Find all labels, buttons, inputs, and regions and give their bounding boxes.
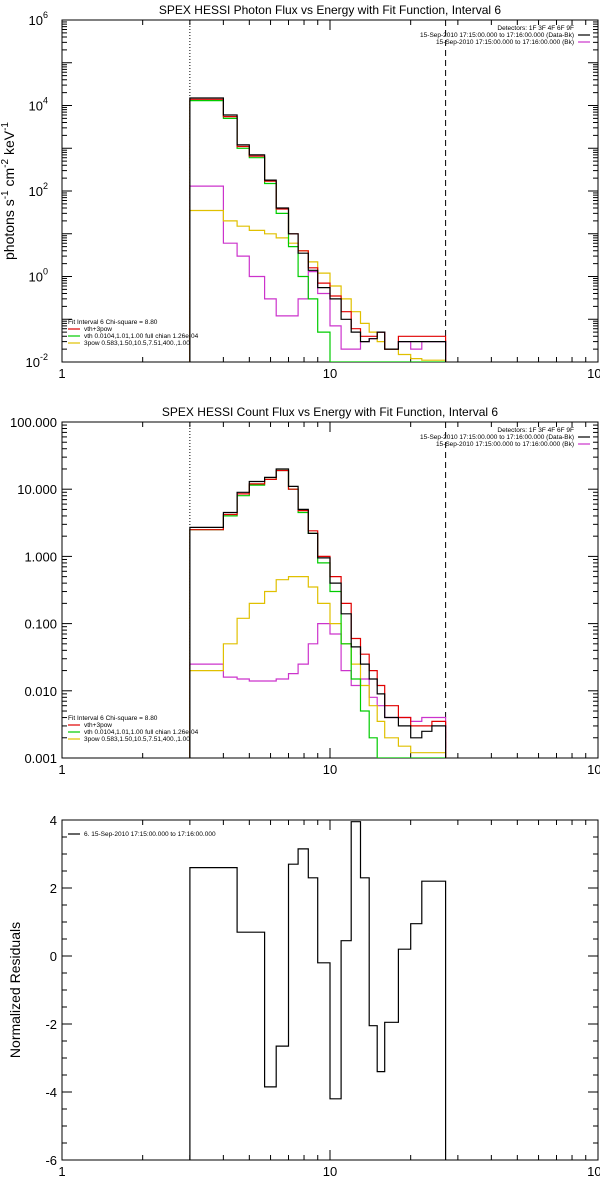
y-tick-label: -2 [45, 1017, 57, 1032]
info-text: 15-Sep-2010 17:15:00.000 to 17:16:00.000… [420, 32, 574, 39]
series-group [189, 468, 447, 758]
series-line-4 [189, 576, 447, 758]
x-axis-ticks [61, 820, 587, 1160]
series-group [189, 821, 447, 1160]
series-line-1 [189, 97, 447, 362]
x-tick-label: 1 [58, 1164, 65, 1179]
legend-entry: 3pow 0.583,1.50,10.5,7.51,400.,1.00 [84, 340, 190, 347]
y-axis-label: photons s-1 cm-2 keV-1 [0, 122, 17, 260]
chart-title: SPEX HESSI Photon Flux vs Energy with Fi… [159, 3, 501, 17]
x-tick-label: 10 [323, 366, 337, 381]
info-text: 15-Sep-2010 17:15:00.000 to 17:16:00.000… [436, 441, 574, 448]
chart-panel-1: SPEX HESSI Photon Flux vs Energy with Fi… [0, 3, 600, 381]
y-axis-ticks [62, 819, 598, 1161]
info-text: 15-Sep-2010 17:15:00.000 to 17:16:00.000… [420, 434, 574, 441]
legend-entry: vth 0.0104,1.01,1.00 full chian 1.26e-04 [84, 333, 199, 340]
y-axis-label: Normalized Residuals [7, 922, 23, 1058]
x-tick-label: 100 [587, 1164, 600, 1179]
chart-title: SPEX HESSI Count Flux vs Energy with Fit… [162, 405, 498, 419]
legend-entry: Fit Interval 6 Chi-square = 8.80 [68, 715, 158, 722]
y-tick-label: 0 [50, 949, 57, 964]
x-tick-label: 10 [323, 762, 337, 777]
y-tick-label: -4 [45, 1085, 57, 1100]
x-axis-ticks [61, 422, 587, 758]
x-tick-label: 10 [323, 1164, 337, 1179]
y-tick-label: 0.001 [24, 751, 57, 766]
legend-entry: vth+3pow [84, 326, 112, 333]
y-tick-label: 100.000 [10, 415, 57, 430]
legend-entry: vth+3pow [84, 722, 112, 729]
series-group [189, 97, 447, 362]
y-tick-label: -6 [45, 1153, 57, 1168]
y-tick-label: 1.000 [24, 549, 57, 564]
y-tick-label: 4 [50, 813, 57, 828]
chart-panel-3: 1 10 100 -6 -4 -2 0 2 4 Normalized Residuals 6. 15… [7, 813, 600, 1179]
series-line-1 [189, 468, 447, 758]
x-tick-label: 100 [587, 366, 600, 381]
x-tick-label: 1 [58, 762, 65, 777]
legend-entry: 6. 15-Sep-2010 17:15:00.000 to 17:16:00.… [84, 831, 216, 838]
y-tick-label: 100 [29, 267, 48, 285]
series-line-3 [189, 100, 447, 362]
y-tick-label: 10-2 [26, 352, 48, 370]
legend-entry: vth 0.0104,1.01,1.00 full chian 1.26e-04 [84, 729, 199, 736]
y-axis-ticks [62, 424, 598, 759]
chart-panel-2: SPEX HESSI Count Flux vs Energy with Fit… [10, 405, 600, 777]
info-text: Detectors: 1F 3F 4F 6F 9F [497, 25, 574, 32]
series-line-1 [189, 821, 447, 1160]
y-tick-label: 0.010 [24, 684, 57, 699]
x-tick-label: 100 [587, 762, 600, 777]
y-tick-label: 2 [50, 881, 57, 896]
y-tick-label: 104 [29, 96, 48, 114]
x-axis-ticks [61, 20, 587, 362]
y-tick-label: 10.000 [17, 482, 57, 497]
info-text: Detectors: 1F 3F 4F 6F 9F [497, 427, 574, 434]
x-tick-label: 1 [58, 366, 65, 381]
legend-entry: Fit Interval 6 Chi-square = 8.80 [68, 319, 158, 326]
legend-entry: 3pow 0.583,1.50,10.5,7.51,400.,1.00 [84, 736, 190, 743]
y-tick-label: 0.100 [24, 617, 57, 632]
info-text: 15-Sep-2010 17:15:00.000 to 17:16:00.000… [436, 39, 574, 46]
series-line-4 [189, 209, 447, 362]
y-tick-label: 106 [29, 10, 48, 28]
y-tick-label: 102 [29, 181, 48, 199]
y-axis-ticks [62, 21, 598, 363]
series-line-2 [189, 469, 447, 758]
